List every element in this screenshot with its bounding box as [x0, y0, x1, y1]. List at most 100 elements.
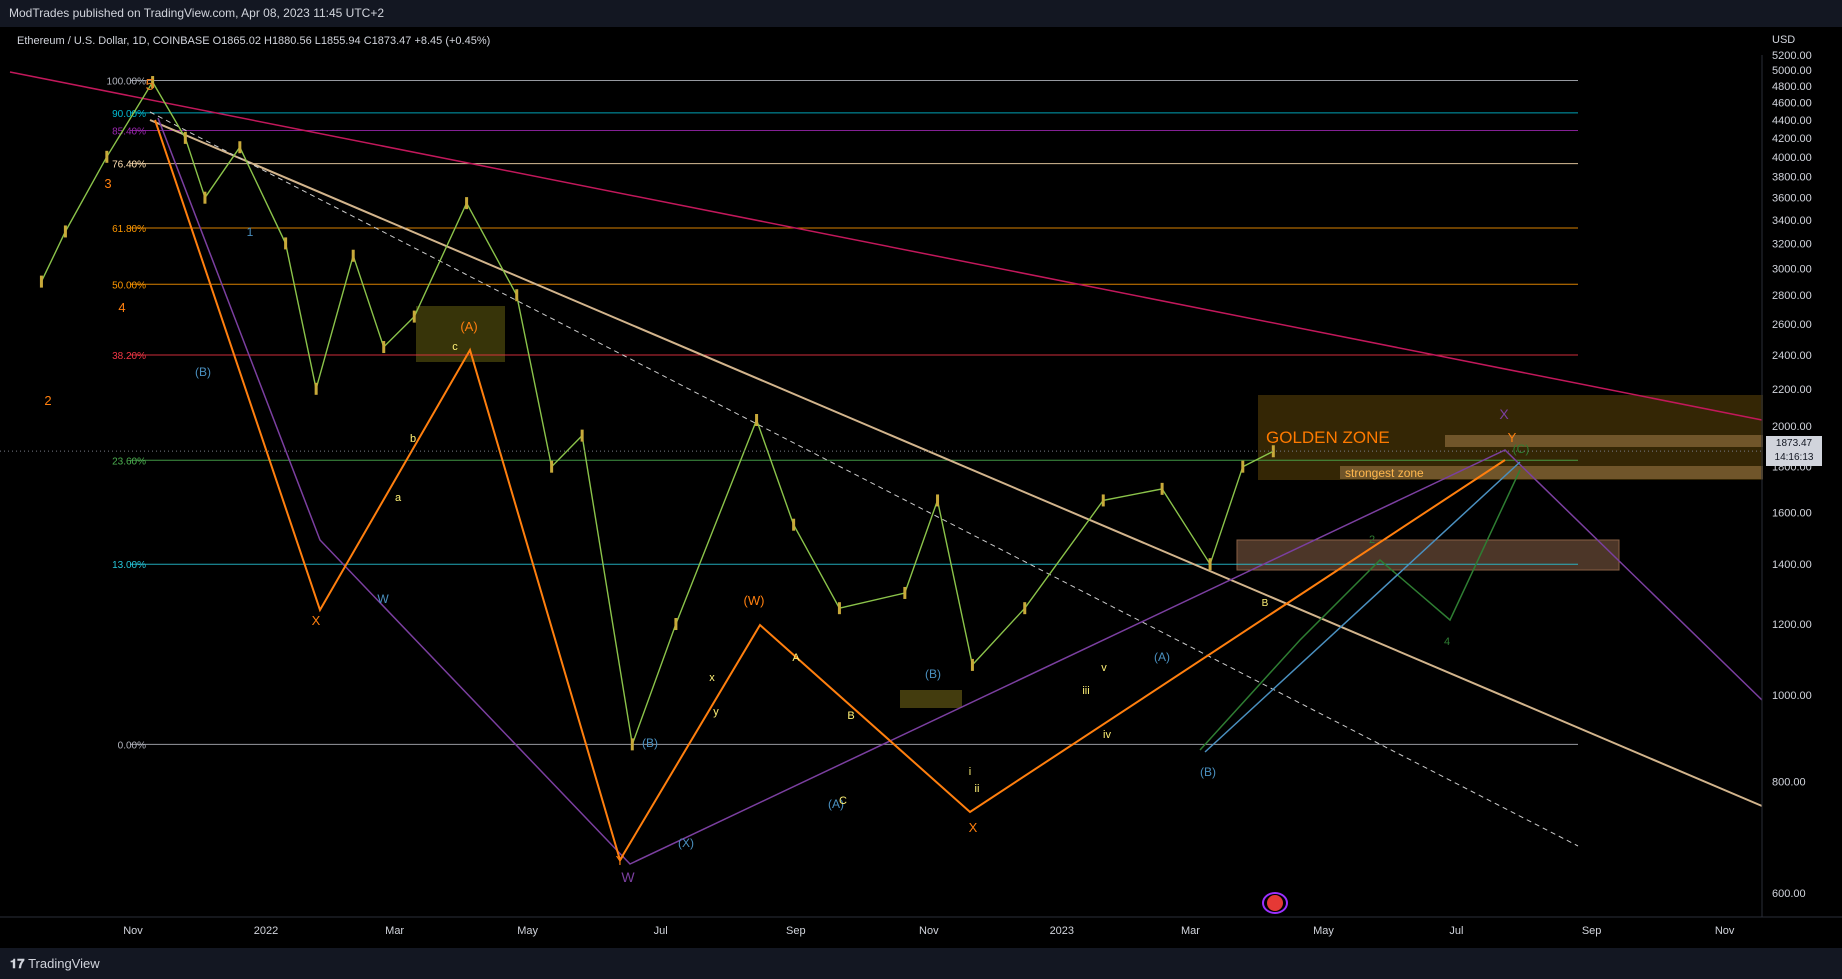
candle-marker	[203, 191, 207, 204]
candle-marker	[550, 460, 554, 473]
wave-label: (A)	[1154, 650, 1170, 664]
wave-label: X	[969, 820, 978, 835]
price-tick-label: 4400.00	[1772, 115, 1812, 127]
upper-target-box	[1445, 435, 1763, 447]
green-projection-path	[1199, 469, 1521, 751]
candle-marker	[382, 341, 386, 354]
x-top-box	[416, 306, 505, 362]
strongest-zone-box	[1340, 466, 1763, 479]
symbol-legend: Ethereum / U.S. Dollar, 1D, COINBASE O18…	[17, 35, 491, 47]
zone-layer: GOLDEN ZONE strongest zone	[416, 306, 1763, 708]
golden-zone-label: GOLDEN ZONE	[1266, 428, 1390, 447]
trendline-layer	[9, 71, 1763, 865]
candle-marker	[412, 310, 416, 323]
time-tick-label: May	[1313, 925, 1334, 937]
candle-marker	[1241, 460, 1245, 473]
candle-marker	[1101, 494, 1105, 507]
wave-label: (W)	[744, 593, 765, 608]
wave-label: (X)	[678, 836, 694, 850]
wave-label: (A)	[460, 319, 477, 334]
fib-level-label: 90.00%	[112, 109, 146, 120]
fib-level-label: 50.00%	[112, 280, 146, 291]
candle-marker	[1160, 482, 1164, 495]
candle-marker	[314, 382, 318, 395]
fib-level-label: 23.60%	[112, 456, 146, 467]
candle-marker	[151, 76, 155, 89]
time-tick-label: Mar	[385, 925, 404, 937]
candle-marker	[580, 429, 584, 442]
wave-label: C	[839, 795, 847, 807]
publish-line: ModTrades published on TradingView.com, …	[9, 6, 385, 20]
last-price-tag: 1873.47 14:16:13	[1766, 436, 1822, 467]
candle-marker	[238, 141, 242, 154]
wave-label: B	[1262, 598, 1269, 609]
tradingview-logo-icon[interactable]: 𝟏𝟕	[10, 956, 29, 971]
price-tick-label: 4000.00	[1772, 152, 1812, 164]
chart-canvas[interactable]: GOLDEN ZONE strongest zone 100.00% 90.00% 8…	[0, 27, 1842, 948]
wave-label: Y	[1508, 430, 1517, 445]
candle-marker	[515, 289, 519, 302]
candle-marker	[63, 225, 67, 238]
time-tick-label: Nov	[123, 925, 143, 937]
us-flag-event-icon[interactable]	[1262, 892, 1288, 914]
price-tick-label: 800.00	[1772, 776, 1806, 788]
purple-channel-line	[157, 117, 1763, 865]
wave-label: c	[452, 341, 458, 353]
wave-label: a	[395, 492, 402, 504]
candle-marker	[1271, 445, 1275, 458]
candle-marker	[465, 197, 469, 210]
time-tick-label: 2023	[1050, 925, 1074, 937]
fib-level-label: 85.40%	[112, 127, 146, 138]
price-tick-label: 1400.00	[1772, 559, 1812, 571]
candle-marker	[183, 131, 187, 144]
wave-label: 1	[247, 225, 254, 239]
wave-label: iii	[1082, 685, 1089, 697]
price-tick-label: 1600.00	[1772, 507, 1812, 519]
descending-trendline	[149, 119, 1763, 807]
price-tick-label: 3200.00	[1772, 238, 1812, 250]
price-tick-label: 4800.00	[1772, 81, 1812, 93]
price-series-line	[40, 80, 1274, 748]
wave-label-layer: 53421(B)(A)XW(B)(W)YW(X)(A)X(B)(A)(B)YXB…	[44, 77, 1529, 885]
candle-marker	[105, 150, 109, 163]
price-tick-label: 3800.00	[1772, 172, 1812, 184]
price-tick-label: 2800.00	[1772, 290, 1812, 302]
price-tick-label: 2600.00	[1772, 319, 1812, 331]
publish-header: ModTrades published on TradingView.com, …	[0, 0, 1842, 27]
footer-brand[interactable]: TradingView	[28, 956, 100, 971]
wave-label: X	[1499, 406, 1509, 422]
wave-label: A	[792, 652, 800, 664]
wave-label: b	[410, 433, 416, 445]
wave-label: Y	[616, 853, 625, 868]
price-tick-label: 1000.00	[1772, 690, 1812, 702]
candle-marker	[1208, 558, 1212, 571]
wave-label: X	[312, 613, 321, 628]
candle-marker	[792, 518, 796, 531]
fib-level-label: 38.20%	[112, 351, 146, 362]
wave-label: 4	[118, 300, 125, 315]
price-tick-label: 5000.00	[1772, 65, 1812, 77]
wave-label: 2	[44, 393, 51, 408]
currency-label: USD	[1772, 34, 1796, 46]
price-tick-label: 2200.00	[1772, 384, 1812, 396]
price-tick-label: 600.00	[1772, 888, 1806, 900]
candle-marker	[351, 249, 355, 262]
price-tick-label: 3400.00	[1772, 215, 1812, 227]
price-tick-label: 5200.00	[1772, 50, 1812, 62]
candle-marker	[837, 602, 841, 615]
fib-level-label: 61.80%	[112, 224, 146, 235]
time-tick-label: 2022	[254, 925, 278, 937]
wave-label: i	[969, 766, 971, 778]
wave-label: (B)	[195, 365, 211, 379]
long-term-resistance-line	[9, 71, 1763, 421]
candle-marker	[674, 618, 678, 631]
time-tick-label: Nov	[919, 925, 939, 937]
price-chart[interactable]: GOLDEN ZONE strongest zone 100.00% 90.00% 8…	[0, 27, 1842, 948]
wave-label: (C)	[1513, 442, 1530, 456]
wave-label: 2	[1369, 534, 1375, 546]
time-tick-label: Sep	[1582, 925, 1602, 937]
footer-bar: 𝟏𝟕 TradingView	[0, 948, 1842, 979]
b-wave-box	[900, 690, 962, 708]
wave-label: v	[1101, 662, 1107, 674]
last-price-value: 1873.47	[1775, 438, 1813, 450]
